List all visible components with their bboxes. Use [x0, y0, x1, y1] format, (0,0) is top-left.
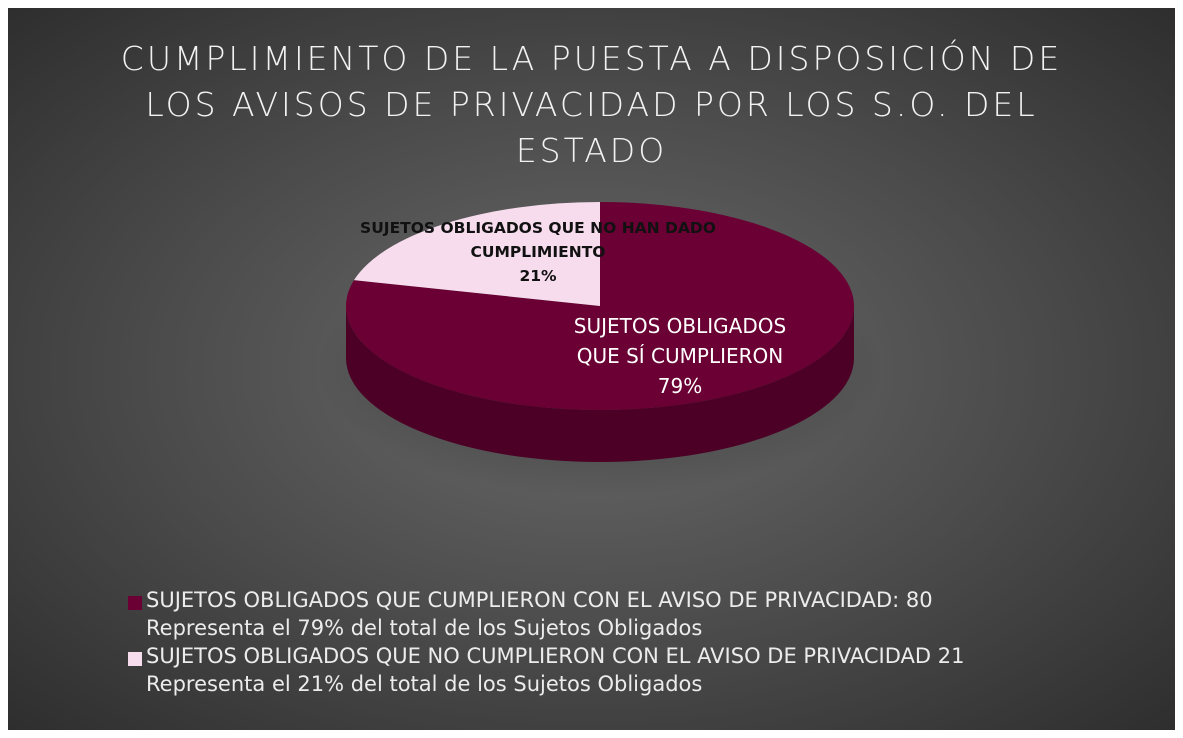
legend-swatch [128, 596, 142, 610]
legend-swatch [128, 652, 142, 666]
pie-slice [346, 202, 855, 410]
value-label: 79% [657, 374, 703, 398]
pie-area [316, 202, 884, 497]
category-label: SUJETOS OBLIGADOS QUE NO HAN DADO CUMPLI… [360, 219, 716, 261]
legend-entry: SUJETOS OBLIGADOS QUE CUMPLIERON CON EL … [128, 586, 988, 642]
legend-entry: SUJETOS OBLIGADOS QUE NO CUMPLIERON CON … [128, 642, 988, 698]
legend-text: SUJETOS OBLIGADOS QUE CUMPLIERON CON EL … [146, 588, 933, 640]
data-label: SUJETOS OBLIGADOS QUE SÍ CUMPLIERON 79% [555, 311, 805, 401]
legend-text: SUJETOS OBLIGADOS QUE NO CUMPLIERON CON … [146, 644, 965, 696]
pie-slice [353, 202, 600, 306]
chart: CUMPLIMIENTO DE LA PUESTA A DISPOSICIÓN … [8, 8, 1175, 730]
category-label: SUJETOS OBLIGADOS QUE SÍ CUMPLIERON [573, 314, 787, 368]
legend: SUJETOS OBLIGADOS QUE CUMPLIERON CON EL … [128, 586, 988, 698]
pie-side [346, 306, 854, 462]
data-label: SUJETOS OBLIGADOS QUE NO HAN DADO CUMPLI… [353, 216, 723, 288]
value-label: 21% [519, 267, 557, 285]
chart-title: CUMPLIMIENTO DE LA PUESTA A DISPOSICIÓN … [120, 39, 1063, 170]
